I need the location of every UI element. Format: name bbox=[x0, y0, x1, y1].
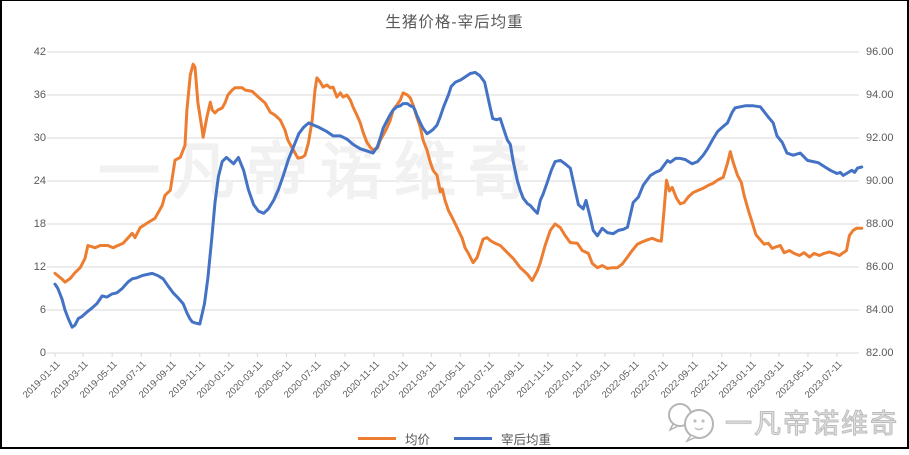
weight-line bbox=[53, 70, 864, 329]
right-axis-tick-label: 96.00 bbox=[866, 46, 894, 58]
left-axis-tick-label: 12 bbox=[33, 261, 46, 273]
right-axis-tick-label: 82.00 bbox=[866, 347, 894, 359]
legend-label-price: 均价 bbox=[404, 433, 430, 447]
watermark-logo-icon bbox=[668, 403, 714, 443]
right-axis-tick-label: 86.00 bbox=[866, 261, 894, 273]
left-axis-tick-label: 42 bbox=[33, 46, 46, 58]
right-axis-tick-label: 92.00 bbox=[866, 132, 894, 144]
legend-swatch-weight-line bbox=[454, 437, 492, 440]
watermark-corner: 一凡帝诺维奇 bbox=[665, 399, 899, 443]
chart-title: 生猪价格-宰后均重 bbox=[385, 14, 524, 31]
left-axis-tick-label: 18 bbox=[33, 218, 46, 230]
left-axis-tick-label: 24 bbox=[33, 175, 46, 187]
left-axis-tick-label: 6 bbox=[39, 304, 46, 316]
right-axis-tick-label: 94.00 bbox=[866, 89, 894, 101]
legend-label-weight: 宰后均重 bbox=[501, 433, 552, 447]
right-axis-tick-label: 90.00 bbox=[866, 175, 894, 187]
price-line bbox=[53, 62, 864, 284]
watermark-center: 一凡帝诺维奇 bbox=[98, 138, 542, 207]
left-axis-tick-label: 36 bbox=[33, 89, 46, 101]
left-axis-tick-label: 0 bbox=[39, 347, 46, 359]
right-axis-tick-label: 84.00 bbox=[866, 304, 894, 316]
legend: 均价 宰后均重 bbox=[0, 429, 909, 448]
watermark-corner-text: 一凡帝诺维奇 bbox=[725, 408, 899, 439]
right-axis-tick-label: 88.00 bbox=[866, 218, 894, 230]
legend-swatch-price-line bbox=[357, 437, 396, 440]
left-axis-tick-label: 30 bbox=[33, 132, 46, 144]
